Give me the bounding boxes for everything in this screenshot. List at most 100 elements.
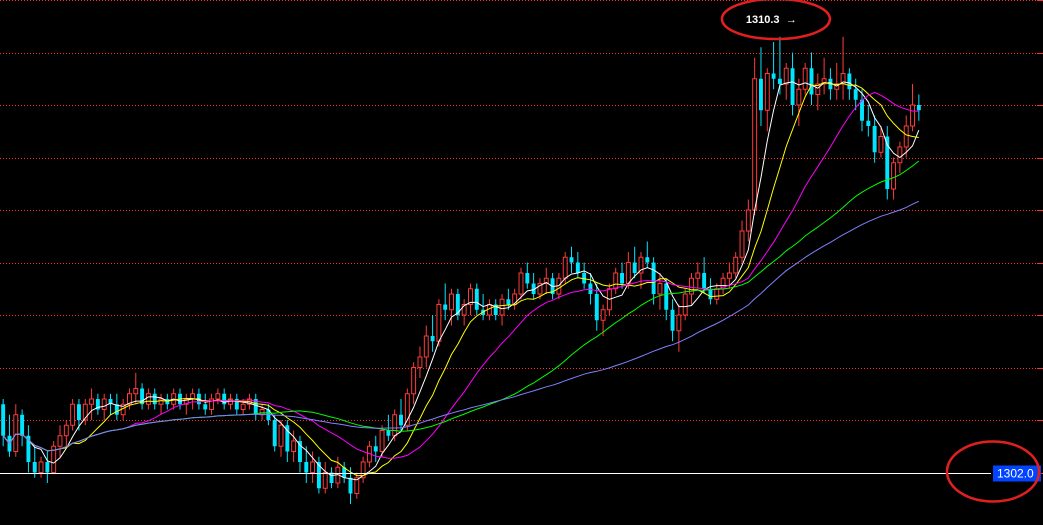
candle (790, 52, 795, 116)
candle (613, 267, 619, 294)
candle-body-down (76, 404, 81, 420)
candle-body-down (474, 288, 479, 310)
candle-body-up (878, 136, 884, 153)
high-marker-circle (720, 0, 832, 41)
moving-average-layer (2, 81, 920, 481)
candle (461, 299, 467, 326)
last-price-tag-background (993, 465, 1041, 482)
candle-body-up (499, 298, 505, 316)
candle (133, 372, 139, 405)
candle (316, 456, 321, 494)
candle (802, 63, 808, 95)
candle-body-up (783, 67, 789, 85)
candle-body-down (531, 283, 536, 294)
candle-body-down (234, 399, 239, 410)
candle-body-up (379, 430, 385, 452)
candle (474, 283, 479, 315)
candle-body-up (891, 162, 897, 190)
candle-body-up (821, 78, 827, 85)
last-price-tag[interactable]: 1302.0 (945, 440, 1041, 503)
candle-body-down (399, 414, 403, 426)
ma-line-60 (2, 200, 920, 452)
ma-line-5 (2, 81, 920, 481)
candle (203, 393, 208, 415)
candle-body-up (133, 388, 139, 395)
candle (543, 267, 549, 294)
candle-body-down (20, 414, 25, 436)
candle-body-down (443, 304, 448, 310)
candle-body-down (386, 430, 391, 436)
high-marker-arrow: → (786, 14, 797, 26)
candle-body-down (32, 462, 37, 473)
candle (506, 288, 511, 310)
candle-body-down (702, 273, 707, 289)
candle (903, 115, 909, 158)
candle-body-up (63, 424, 69, 437)
candle-body-down (430, 336, 435, 342)
candle-body-down (348, 477, 353, 494)
candle-body-up (70, 403, 76, 426)
candle (411, 362, 417, 405)
candle-body-up (910, 104, 915, 127)
candle-body-down (651, 262, 656, 294)
candle (726, 262, 732, 289)
candle-body-up (417, 356, 423, 368)
candle (38, 456, 44, 478)
candle (708, 278, 713, 305)
candle (821, 57, 827, 95)
candle-body-up (13, 414, 19, 452)
candle-body-down (329, 472, 334, 483)
candle (759, 47, 763, 126)
candle-body-up (613, 272, 619, 290)
candle (114, 393, 119, 420)
candle (771, 42, 776, 90)
candle (253, 393, 258, 420)
candle (272, 414, 277, 452)
candle (569, 246, 574, 273)
candle-body-down (272, 420, 277, 447)
candle (860, 89, 864, 132)
candle-body-down (108, 399, 113, 405)
candle (234, 393, 239, 415)
candle-body-up (145, 393, 151, 405)
candle (714, 283, 720, 305)
candle (140, 383, 145, 410)
candle-body-up (518, 272, 524, 295)
candle (702, 257, 707, 294)
candle (209, 393, 215, 415)
candle (152, 388, 157, 410)
candle (285, 420, 290, 462)
candle (342, 462, 347, 483)
candle-body-up (101, 398, 107, 410)
candle (745, 199, 751, 242)
candle-body-down (298, 441, 302, 462)
candle-body-up (354, 477, 360, 494)
candle-body-down (493, 304, 498, 315)
candle-body-down (632, 262, 637, 273)
candle-body-down (316, 462, 321, 489)
candle (866, 105, 871, 137)
last-price-tag-label: 1302.0 (997, 467, 1034, 481)
candle-body-up (158, 398, 164, 405)
candle (531, 273, 536, 300)
candle-body-down (203, 404, 208, 410)
candle (632, 246, 637, 279)
candle-body-up (209, 398, 215, 410)
candle-body-down (809, 68, 814, 95)
candle (145, 388, 151, 410)
candle (222, 388, 227, 410)
candle-body-up (310, 461, 316, 473)
candle (916, 94, 921, 121)
candle-body-down (95, 399, 100, 410)
candle (165, 393, 170, 410)
candle-body-down (847, 73, 852, 90)
candle (215, 388, 221, 405)
candle (443, 283, 448, 321)
candle-body-down (165, 399, 170, 405)
candle (360, 456, 366, 483)
candle-body-up (638, 256, 644, 274)
candle (752, 57, 758, 216)
candle-body-up (404, 393, 410, 426)
